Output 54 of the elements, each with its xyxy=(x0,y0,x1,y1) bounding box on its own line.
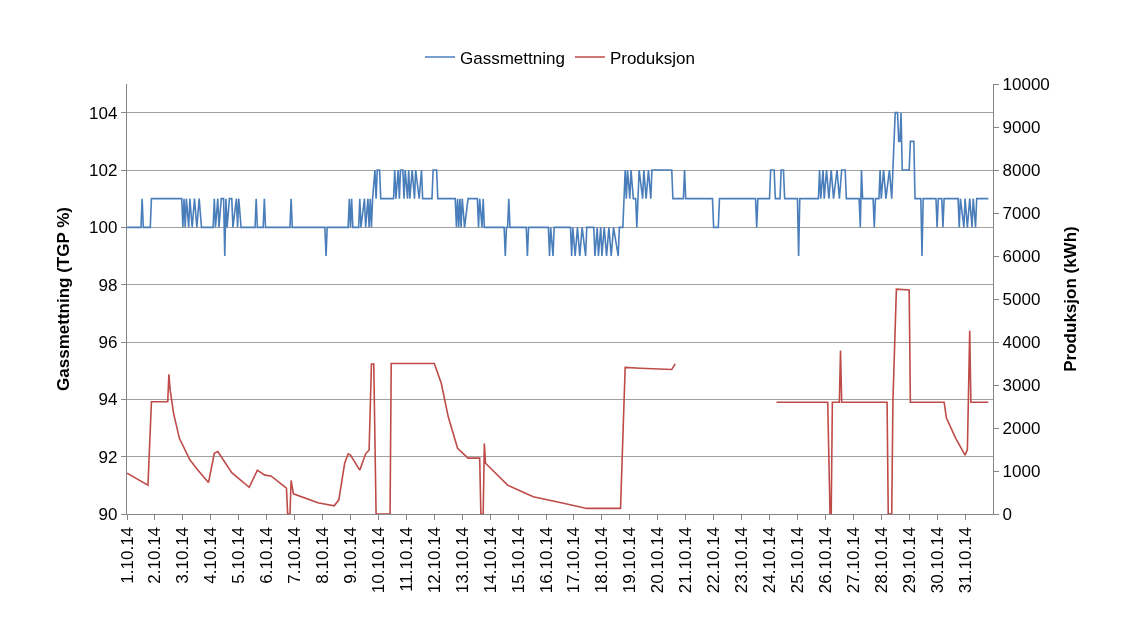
x-tick-label: 19.10.14 xyxy=(620,526,640,594)
y2-tick-label: 8000 xyxy=(1002,160,1041,180)
y-tick-label: 100 xyxy=(89,218,118,238)
x-tick-label: 6.10.14 xyxy=(257,526,277,584)
x-tick-label: 18.10.14 xyxy=(592,526,612,594)
x-tick-label: 13.10.14 xyxy=(452,526,472,594)
x-tick-label: 30.10.14 xyxy=(927,526,947,594)
x-tick-label: 26.10.14 xyxy=(815,526,835,594)
x-tick-label: 4.10.14 xyxy=(201,526,221,584)
x-tick-label: 16.10.14 xyxy=(536,526,556,594)
y-tick-label: 94 xyxy=(98,390,118,410)
x-tick-label: 5.10.14 xyxy=(229,526,249,584)
x-tick-label: 9.10.14 xyxy=(341,526,361,584)
y2-tick-label: 1000 xyxy=(1002,461,1041,481)
x-tick-label: 25.10.14 xyxy=(787,526,807,594)
x-tick-label: 31.10.14 xyxy=(955,526,975,594)
x-tick-label: 20.10.14 xyxy=(648,526,668,594)
x-tick-label: 22.10.14 xyxy=(704,526,724,594)
x-tick-label: 3.10.14 xyxy=(173,526,193,584)
x-tick-label: 14.10.14 xyxy=(480,526,500,594)
x-tick-label: 27.10.14 xyxy=(843,526,863,594)
y-axis-title: Gassmettning (TGP %) xyxy=(53,207,73,391)
y-tick-label: 90 xyxy=(98,504,118,524)
x-tick-label: 23.10.14 xyxy=(732,526,752,594)
y-tick-label: 102 xyxy=(89,160,118,180)
legend-label: Produksjon xyxy=(609,48,695,68)
y-tick-label: 96 xyxy=(98,332,118,352)
y2-axis-title: Produksjon (kWh) xyxy=(1061,226,1081,372)
y2-tick-label: 0 xyxy=(1002,504,1013,524)
x-tick-label: 17.10.14 xyxy=(564,526,584,594)
x-tick-label: 10.10.14 xyxy=(368,526,388,594)
x-tick-label: 21.10.14 xyxy=(676,526,696,594)
y2-tick-label: 2000 xyxy=(1002,418,1041,438)
y2-tick-label: 3000 xyxy=(1002,375,1041,395)
x-tick-label: 2.10.14 xyxy=(145,526,165,584)
x-tick-label: 12.10.14 xyxy=(424,526,444,594)
x-tick-label: 11.10.14 xyxy=(396,526,416,592)
x-tick-label: 15.10.14 xyxy=(508,526,528,594)
y2-tick-label: 10000 xyxy=(1002,74,1050,94)
x-tick-label: 28.10.14 xyxy=(871,526,891,594)
y2-tick-label: 4000 xyxy=(1002,332,1041,352)
y-tick-label: 104 xyxy=(89,103,118,123)
y2-tick-label: 5000 xyxy=(1002,289,1041,309)
x-tick-label: 24.10.14 xyxy=(760,526,780,594)
y-tick-label: 98 xyxy=(98,275,118,295)
x-tick-label: 1.10.14 xyxy=(117,526,137,584)
y2-tick-label: 9000 xyxy=(1002,117,1041,137)
y2-tick-label: 6000 xyxy=(1002,246,1041,266)
x-tick-label: 7.10.14 xyxy=(285,526,305,584)
x-tick-label: 8.10.14 xyxy=(313,526,333,584)
legend-label: Gassmettning xyxy=(460,48,565,68)
y2-tick-label: 7000 xyxy=(1002,203,1041,223)
y-tick-label: 92 xyxy=(98,447,118,467)
x-tick-label: 29.10.14 xyxy=(899,526,919,594)
